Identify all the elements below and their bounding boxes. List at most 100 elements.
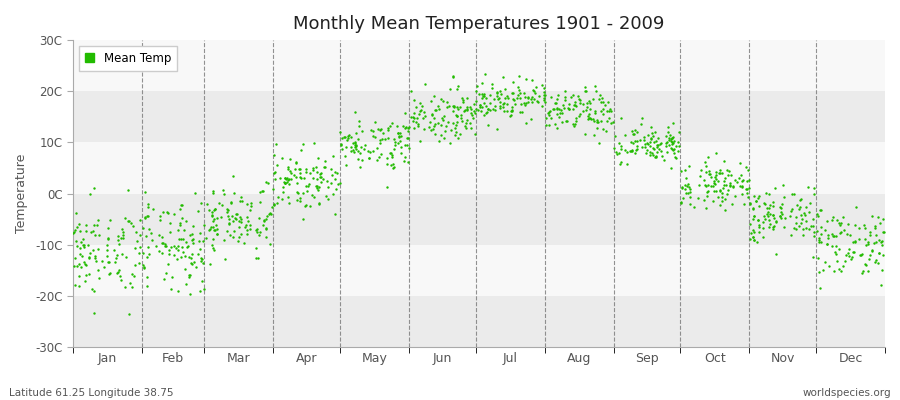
Point [156,240,170,246]
Point [789,226,804,232]
Point [614,114,628,121]
Point [404,113,419,120]
Point [490,93,504,99]
Point [266,170,281,176]
Point [305,164,320,171]
Point [338,134,352,140]
Point [708,188,723,194]
Point [614,146,628,152]
Point [305,167,320,173]
Point [186,223,201,229]
Point [601,99,616,106]
Point [292,170,307,176]
Point [724,172,738,178]
Point [630,143,644,149]
Point [176,249,190,255]
Point [843,232,858,238]
Point [259,212,274,219]
Point [806,223,821,230]
Point [259,226,274,232]
Point [600,108,615,114]
Point [454,114,468,121]
Point [572,96,587,103]
Point [78,228,93,234]
Point [181,243,195,249]
Point [674,199,688,206]
Point [675,184,689,191]
Point [169,244,184,251]
Point [459,125,473,132]
Point [226,234,240,240]
Point [484,85,499,92]
Point [385,154,400,161]
Point [697,177,711,184]
Point [278,180,293,186]
Point [458,106,473,113]
Point [798,204,813,210]
Point [122,218,136,224]
Point [92,275,106,281]
Point [346,140,360,146]
Point [393,144,408,150]
Point [716,181,731,188]
Point [326,191,340,198]
Point [700,188,715,195]
Point [328,169,342,176]
Point [83,250,97,256]
Point [376,130,391,136]
Point [116,232,130,238]
Point [266,186,281,192]
Point [761,224,776,230]
Point [582,100,597,107]
Point [178,266,193,273]
Point [741,167,755,173]
Point [76,236,90,242]
Point [486,96,500,102]
Point [765,212,779,218]
Point [718,175,733,181]
Point [124,220,139,226]
Point [845,239,859,245]
Point [719,191,733,197]
Point [255,188,269,194]
Point [573,100,588,106]
Point [749,197,763,204]
Point [683,194,698,200]
Point [722,168,736,174]
Point [249,229,264,235]
Point [463,104,477,111]
Point [529,84,544,90]
Point [511,86,526,93]
Point [256,217,271,224]
Point [821,232,835,238]
Point [830,257,844,264]
Point [503,113,517,120]
Point [196,260,211,266]
Point [205,213,220,220]
Point [708,150,723,156]
Point [664,145,679,151]
Point [683,188,698,195]
Point [594,99,608,106]
Point [602,108,616,115]
Point [225,172,239,179]
Point [581,112,596,119]
Point [752,224,766,230]
Point [362,155,376,161]
Point [284,170,299,176]
Point [608,144,622,151]
Point [178,239,193,245]
Point [447,104,462,110]
Point [406,118,420,124]
Point [639,150,653,157]
Point [299,182,313,189]
Point [234,194,248,200]
Point [766,226,780,232]
Point [234,219,248,225]
Point [680,183,695,190]
Point [202,227,216,233]
Point [344,134,358,140]
Point [261,180,275,186]
Point [518,90,532,96]
Point [746,206,760,212]
